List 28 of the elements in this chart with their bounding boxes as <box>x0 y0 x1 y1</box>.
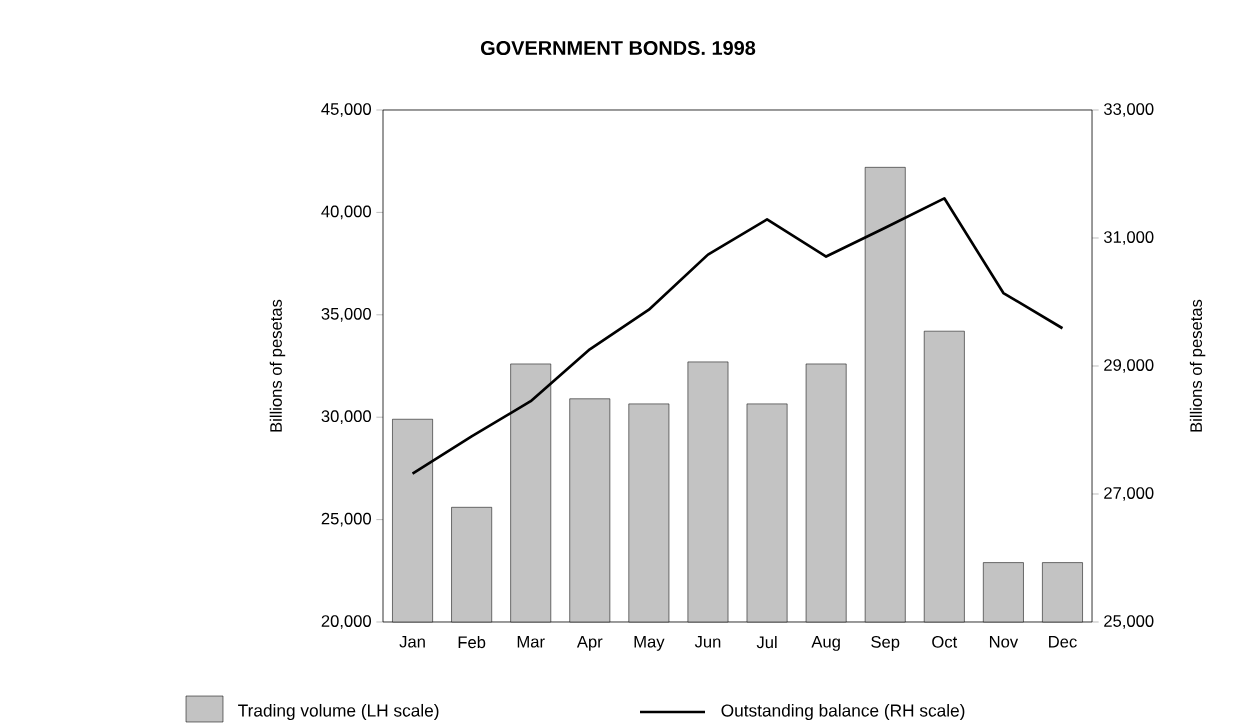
y-tick-label: 30,000 <box>321 410 372 425</box>
x-tick-label: Nov <box>989 636 1019 648</box>
x-tick-label: Mar <box>517 636 545 648</box>
x-tick-label: Jun <box>694 636 721 648</box>
chart-title: GOVERNMENT BONDS. 1998 <box>480 40 756 56</box>
y-tick-label: 45,000 <box>321 103 372 117</box>
x-tick-label: Jul <box>756 635 777 649</box>
y-tick-label: 20,000 <box>321 615 372 629</box>
x-tick-label: Sep <box>871 636 900 652</box>
y2-tick-label: 31,000 <box>1103 231 1154 245</box>
x-tick-label: Dec <box>1049 636 1077 648</box>
y-tick-label: 25,000 <box>321 512 372 527</box>
x-tick-label: Apr <box>576 636 603 651</box>
y2-tick-label: 29,000 <box>1104 359 1154 373</box>
x-tick-label: Feb <box>458 635 486 649</box>
y-tick-label: 40,000 <box>321 205 372 220</box>
legend-label: Outstanding balance (RH scale) <box>721 703 965 721</box>
y2-tick-label: 27,000 <box>1104 487 1154 501</box>
y-axis-title: Billions of pesetas <box>269 299 286 432</box>
x-tick-label: Jan <box>399 636 425 648</box>
y2-tick-label: 25,000 <box>1104 615 1154 629</box>
y2-tick-label: 33,000 <box>1103 103 1154 117</box>
legend-label: Trading volume (LH scale) <box>238 703 439 721</box>
y-tick-label: 35,000 <box>321 307 372 322</box>
x-tick-label: May <box>634 636 665 651</box>
x-tick-label: Oct <box>932 636 958 648</box>
x-tick-label: Aug <box>811 636 840 651</box>
y2-axis-title: Billions of pesetas <box>1189 299 1206 432</box>
